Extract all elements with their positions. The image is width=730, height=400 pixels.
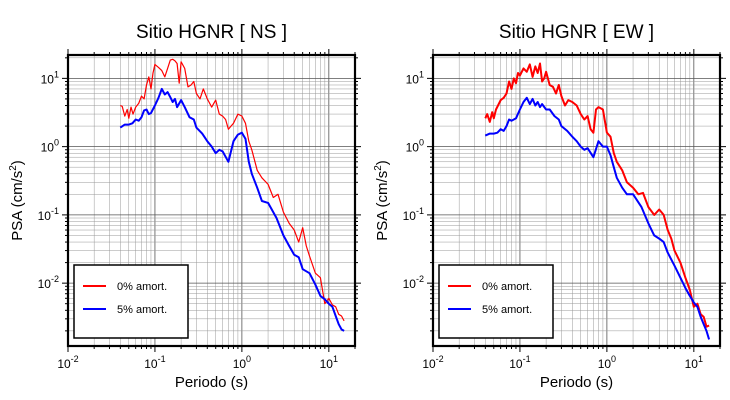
legend: 0% amort. 5% amort. <box>438 264 554 339</box>
chart-title: Sitio HGNR [ EW ] <box>499 22 654 43</box>
y-tick-label: 10-1 <box>403 206 424 223</box>
plot-frame <box>431 53 722 348</box>
x-tick-label: 10-1 <box>509 354 530 371</box>
y-tick-label: 101 <box>41 69 59 86</box>
legend-label: 0% amort. <box>117 281 167 293</box>
x-tick-label: 10-2 <box>57 354 78 371</box>
series-line-0pct <box>484 62 710 328</box>
legend: 0% amort. 5% amort. <box>73 264 189 339</box>
chart-panel-2: 10-2 10-1 100 101 10-2 10-1 100 101 Sitio HGNR [… <box>373 22 726 391</box>
x-tick-label: 10-2 <box>422 354 443 371</box>
legend-box <box>73 264 189 339</box>
series-line-5pct <box>119 87 345 332</box>
y-tick-label: 101 <box>406 69 424 86</box>
x-axis-label: Periodo (s) <box>175 374 248 391</box>
y-tick-label: 10-2 <box>38 274 59 291</box>
plot-frame <box>66 53 357 348</box>
y-tick-label: 100 <box>41 138 59 155</box>
x-tick-label: 10-1 <box>144 354 165 371</box>
y-axis-label: PSA (cm/s2) <box>8 160 26 241</box>
series-line-0pct <box>120 58 345 322</box>
series-line-5pct <box>484 96 711 340</box>
chart-panel-1: 10-2 10-1 100 101 10-2 10-1 100 101 Sitio HGNR [… <box>8 22 361 391</box>
grid <box>67 55 356 346</box>
legend-label: 5% amort. <box>482 304 532 316</box>
y-axis-label: PSA (cm/s2) <box>373 160 391 241</box>
y-tick-label: 10-2 <box>403 274 424 291</box>
tick-marks <box>62 49 361 352</box>
legend-box <box>438 264 554 339</box>
x-tick-label: 101 <box>685 354 703 371</box>
x-tick-label: 101 <box>320 354 338 371</box>
x-tick-label: 100 <box>233 354 251 371</box>
y-tick-label: 100 <box>406 138 424 155</box>
legend-label: 5% amort. <box>117 304 167 316</box>
tick-marks <box>427 49 726 352</box>
legend-label: 0% amort. <box>482 281 532 293</box>
x-axis-label: Periodo (s) <box>540 374 613 391</box>
y-tick-label: 10-1 <box>38 206 59 223</box>
chart-title: Sitio HGNR [ NS ] <box>136 22 287 43</box>
x-tick-label: 100 <box>598 354 616 371</box>
